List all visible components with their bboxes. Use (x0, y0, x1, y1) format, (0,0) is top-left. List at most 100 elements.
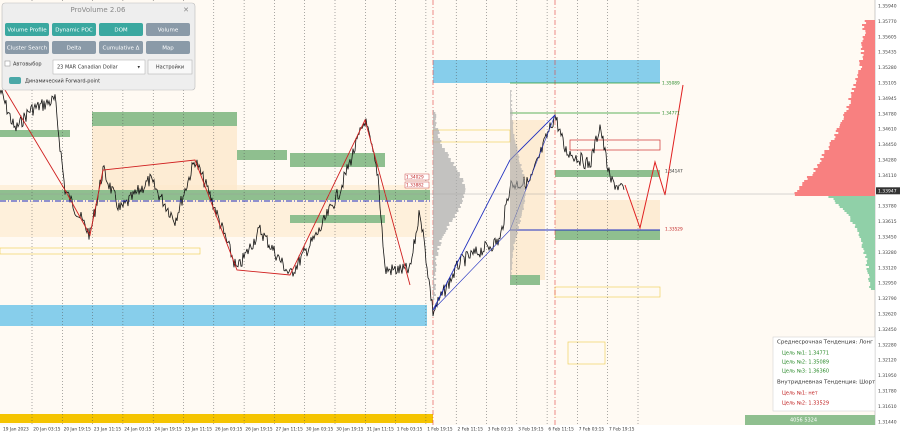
price-label: 1.33450 (878, 235, 897, 241)
profile-bar (510, 260, 513, 262)
tool-button[interactable] (99, 41, 143, 54)
profile-bar (860, 48, 875, 50)
profile-bar (839, 124, 875, 126)
tool-button[interactable] (146, 41, 190, 54)
profile-bar (868, 266, 875, 268)
profile-bar (850, 220, 875, 222)
profile-bar (864, 250, 875, 252)
profile-bar (433, 174, 460, 176)
profile-bar (433, 126, 436, 128)
profile-bar (510, 254, 513, 256)
profile-bar (510, 180, 525, 182)
intra-target: Цель №2: 1.33529 (782, 401, 829, 407)
profile-bar (862, 36, 875, 38)
tool-button[interactable] (146, 23, 190, 36)
profile-bar (855, 86, 875, 88)
profile-bar (861, 240, 875, 242)
profile-bar (510, 190, 525, 192)
profile-bar (835, 130, 875, 132)
profile-bar (862, 66, 875, 68)
tool-button-label: Volume Profile (7, 28, 47, 34)
settings-button[interactable] (147, 59, 193, 75)
price-label: 1.34945 (878, 96, 897, 102)
profile-bar (813, 172, 875, 174)
time-label: 30 Jan 03:15 (306, 427, 333, 433)
profile-bar (433, 228, 448, 230)
profile-bar (510, 124, 513, 126)
profile-bar (510, 228, 519, 230)
profile-bar (510, 182, 525, 184)
price-label: 1.31610 (878, 404, 897, 410)
profile-bar (857, 230, 875, 232)
profile-bar (433, 112, 436, 114)
zone-green (0, 190, 430, 200)
profile-bar (510, 168, 522, 170)
profile-bar (510, 178, 525, 180)
tool-button-label: Cumulative Δ (103, 46, 140, 52)
vertical-lines (31, 0, 639, 425)
profile-bar (829, 144, 875, 146)
price-label: 1.32120 (878, 358, 897, 364)
profile-bar (861, 42, 875, 44)
zone-green (0, 130, 70, 137)
profile-bar (510, 202, 525, 204)
tool-button-label: Dynamic POC (55, 28, 93, 34)
zone-blue (0, 305, 427, 326)
time-label: 7 Feb 19:15 (609, 427, 635, 433)
settings-label: Настройки (156, 64, 184, 71)
profile-bar (833, 198, 875, 200)
profile-bar (510, 266, 512, 268)
profile-bar (799, 186, 875, 188)
price-label: 1.32620 (878, 312, 897, 318)
intra-trend: Внутридневная Тенденция: Шорт (777, 380, 876, 386)
tool-button[interactable] (52, 41, 96, 54)
profile-bar (834, 200, 875, 202)
time-label: 3 Feb 19:15 (518, 427, 544, 433)
profile-bar (510, 166, 521, 168)
profile-bar (510, 192, 526, 194)
tool-button[interactable] (99, 23, 143, 36)
toggle[interactable] (9, 77, 21, 84)
profile-bar (510, 112, 513, 114)
profile-bar (433, 196, 465, 198)
profile-bar (433, 190, 466, 192)
profile-bar (433, 146, 443, 148)
profile-bar (510, 144, 517, 146)
tool-button[interactable] (5, 41, 49, 54)
profile-bar (794, 192, 875, 194)
price-label: 1.33615 (878, 219, 897, 225)
profile-bar (821, 154, 875, 156)
level-label: 1.34771 (662, 111, 680, 117)
profile-bar (433, 142, 441, 144)
tool-button[interactable] (52, 23, 96, 36)
profile-bar (433, 240, 440, 242)
profile-bar (510, 136, 515, 138)
price-label: 1.34610 (878, 127, 897, 133)
profile-bar (433, 266, 436, 268)
price-label: 1.34280 (878, 158, 897, 164)
time-label: 1 Feb 03:15 (397, 427, 423, 433)
zone-yellow (0, 414, 433, 423)
close-icon[interactable]: ✕ (183, 6, 189, 14)
price-label: 1.33947 (878, 188, 897, 194)
profile-bar (867, 262, 875, 264)
profile-bar (510, 142, 516, 144)
profile-bar (852, 222, 875, 224)
profile-bar (433, 230, 447, 232)
profile-bar (510, 230, 517, 232)
profile-bar (433, 274, 436, 276)
profile-bar (838, 132, 875, 134)
profile-bar (510, 246, 514, 248)
checkbox[interactable] (4, 60, 11, 67)
zone-green (92, 112, 237, 126)
instrument-select[interactable] (52, 59, 146, 75)
zone-green (555, 170, 660, 177)
profile-bar (433, 280, 435, 282)
tool-button[interactable] (5, 23, 49, 36)
profile-bar (433, 200, 463, 202)
profile-bar (850, 92, 875, 94)
price-label: 1.34110 (878, 173, 897, 179)
profile-bar (842, 208, 875, 210)
profile-bar (510, 154, 519, 156)
profile-bar (510, 198, 525, 200)
